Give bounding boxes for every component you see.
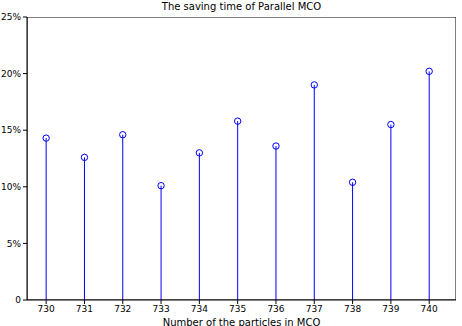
svg-text:740: 740 [421,304,438,314]
svg-text:738: 738 [344,304,361,314]
html-text:The saving time of Parallel MC: The saving time of Parallel MCO [161,1,322,12]
svg-text:736: 736 [267,304,284,314]
svg-text:731: 731 [76,304,93,314]
svg-text:735: 735 [229,304,246,314]
svg-text:0: 0 [15,295,21,305]
svg-text:730: 730 [38,304,55,314]
svg-text:739: 739 [382,304,399,314]
svg-text:15%: 15% [8,125,21,135]
svg-text:734: 734 [191,304,208,314]
svg-text:732: 732 [114,304,131,314]
svg-text:5%: 5% [8,239,21,249]
svg-text:737: 737 [306,304,323,314]
svg-text:25%: 25% [8,12,21,22]
svg-text:Number of the particles in MCO: Number of the particles in MCO [163,317,321,326]
svg-text:10%: 10% [8,182,21,192]
svg-text:733: 733 [152,304,169,314]
svg-text:20%: 20% [8,69,21,79]
